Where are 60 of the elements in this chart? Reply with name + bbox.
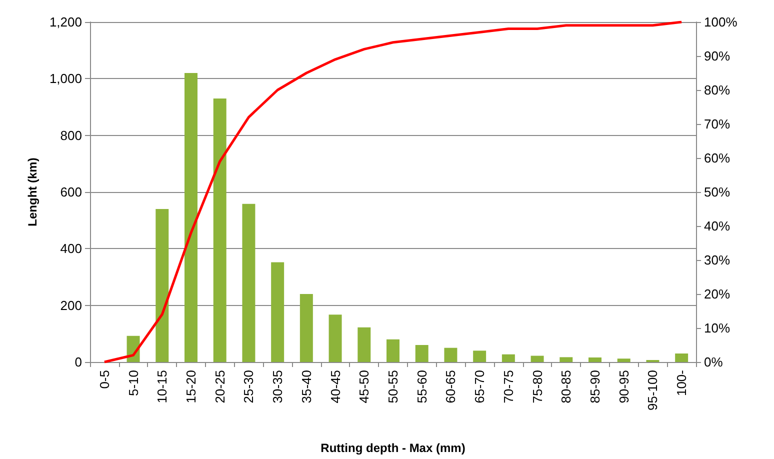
x-tick-label: 85-90: [588, 370, 602, 404]
bar: [560, 357, 573, 362]
x-tick-label: 30-35: [270, 370, 286, 404]
x-tick-label: 100-: [674, 370, 690, 396]
bar: [213, 98, 226, 362]
x-tick-label: 0-5: [96, 370, 112, 389]
x-tick-label: 55-60: [414, 370, 430, 404]
y-tick-label: 600: [60, 184, 82, 200]
y2-tick-label: 100%: [704, 14, 738, 30]
y2-tick-label: 60%: [704, 150, 730, 166]
bar: [502, 354, 515, 362]
y2-tick-label: 50%: [704, 184, 730, 200]
y-tick-label: 1,000: [49, 71, 82, 86]
y2-tick-label: 90%: [704, 48, 730, 64]
bar: [675, 354, 688, 362]
x-tick-label: 80-85: [558, 370, 574, 404]
x-tick-label: 70-75: [500, 370, 516, 404]
x-tick-label: 50-55: [386, 370, 400, 404]
x-tick-label: 65-70: [472, 370, 488, 404]
bar: [415, 345, 428, 362]
bar: [530, 356, 544, 362]
x-tick-label: 15-20: [184, 370, 198, 404]
x-axis-title: Rutting depth - Max (mm): [320, 441, 466, 455]
bar: [242, 204, 256, 362]
y2-tick-label: 0%: [704, 354, 724, 370]
line-series: [103, 20, 683, 364]
x-tick-label: 95-100: [645, 370, 660, 410]
y-tick-label: 0: [74, 354, 82, 370]
bar: [271, 262, 284, 362]
y-tick-label: 800: [60, 128, 82, 143]
bar: [328, 314, 342, 362]
bar: [588, 357, 602, 362]
x-tick-label: 35-40: [298, 370, 314, 404]
x-tick-label: 10-15: [154, 370, 170, 404]
y2-tick-label: 40%: [704, 218, 730, 234]
x-tick-label: 90-95: [616, 370, 632, 404]
y2-tick-label: 30%: [704, 252, 730, 268]
x-tick-label: 75-80: [530, 370, 545, 404]
bar: [473, 350, 486, 362]
bar: [156, 209, 169, 362]
x-tick-label: 40-45: [328, 370, 343, 404]
bar: [617, 358, 630, 362]
bar: [300, 294, 313, 362]
x-tick-label: 20-25: [212, 370, 228, 404]
bar: [386, 339, 400, 362]
x-tick-label: 45-50: [356, 370, 372, 404]
bar: [444, 348, 458, 362]
x-tick-label: 5-10: [126, 370, 141, 396]
y-axis-title: Lenght (km): [26, 158, 40, 226]
y-tick-label: 200: [60, 298, 82, 313]
y2-tick-label: 80%: [704, 82, 730, 98]
x-tick-label: 60-65: [443, 370, 458, 404]
y-tick-label: 400: [60, 241, 82, 256]
y2-tick-label: 10%: [704, 320, 730, 336]
y-tick-label: 1,200: [49, 14, 82, 30]
x-tick-label: 25-30: [241, 370, 256, 404]
y2-tick-label: 20%: [704, 286, 730, 302]
y2-tick-label: 70%: [704, 116, 730, 132]
bar: [358, 327, 371, 362]
bar: [184, 73, 198, 362]
